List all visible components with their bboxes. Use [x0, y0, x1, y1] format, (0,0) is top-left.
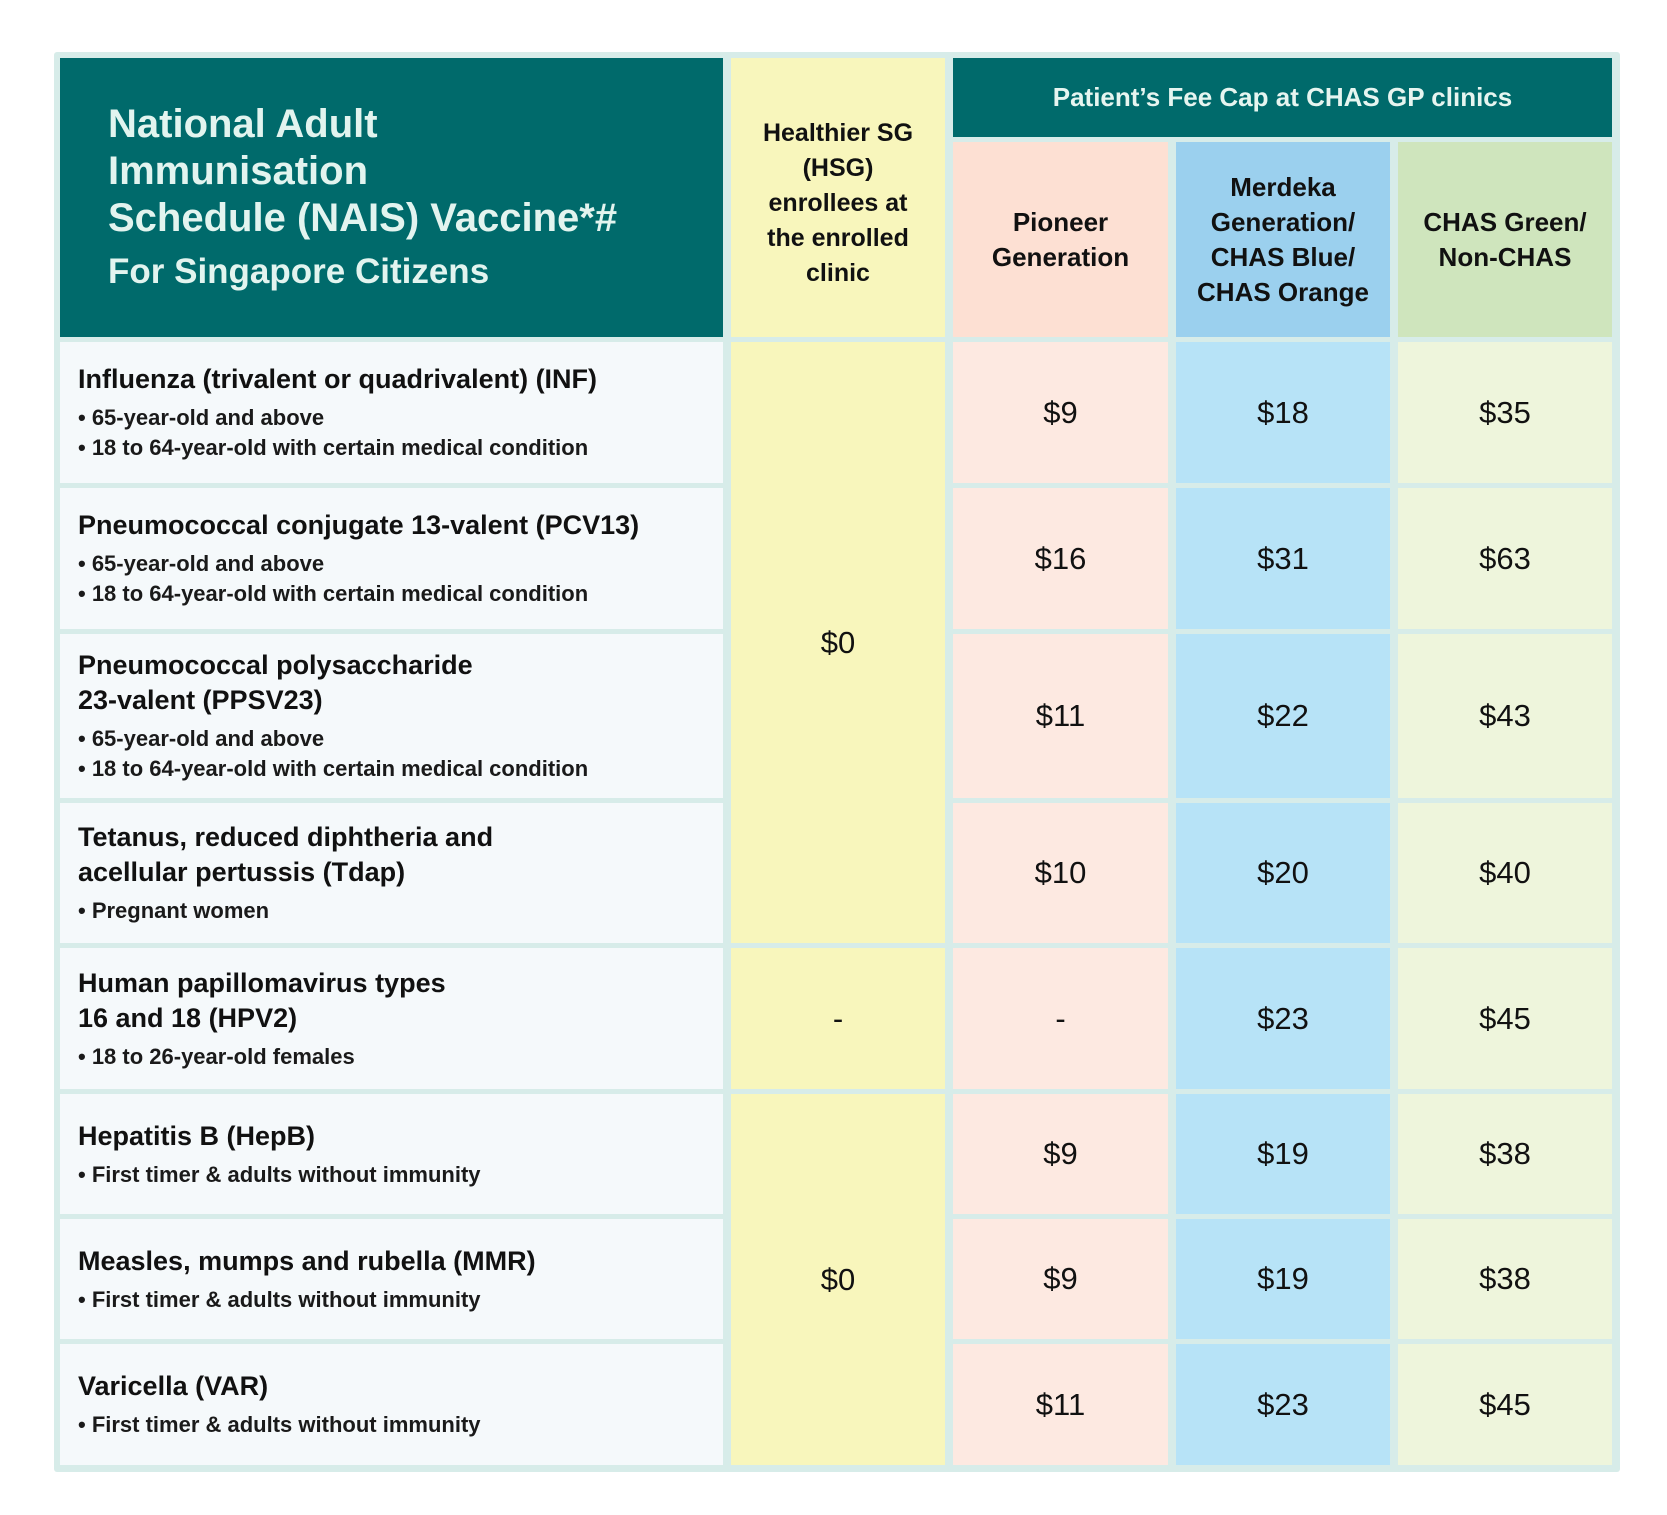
pioneer-fee-cell: - [953, 948, 1168, 1089]
eligibility-item: • First timer & adults without immunity [78, 1161, 481, 1187]
eligibility-item: • First timer & adults without immunity [78, 1286, 481, 1312]
hsg-value-cell: $0 [731, 1094, 945, 1465]
pioneer-fee-cell: $11 [953, 1344, 1168, 1465]
eligibility-list: • First timer & adults without immunity [78, 1160, 717, 1190]
table-title-cell: National Adult Immunisation Schedule (NA… [60, 58, 723, 337]
nais-fee-table: National Adult Immunisation Schedule (NA… [54, 52, 1620, 1472]
pioneer-fee-cell: $16 [953, 488, 1168, 629]
merdeka-fee-cell: $18 [1176, 342, 1390, 483]
eligibility-item: • 18 to 64-year-old with certain medical… [78, 756, 589, 781]
hsg-column-header: Healthier SG (HSG) enrollees at the enro… [731, 58, 945, 337]
chas-green-fee-cell: $35 [1398, 342, 1612, 483]
pioneer-fee-cell: $9 [953, 1219, 1168, 1339]
chas-green-fee-cell: $43 [1398, 634, 1612, 798]
merdeka-generation-header: Merdeka Generation/ CHAS Blue/ CHAS Oran… [1176, 142, 1390, 337]
vaccine-cell: Hepatitis B (HepB) • First timer & adults… [60, 1094, 723, 1214]
vaccine-name: Influenza (trivalent or quadrivalent) (I… [78, 364, 598, 394]
vaccine-cell: Tetanus, reduced diphtheria and acellula… [60, 803, 723, 943]
merdeka-fee-cell: $23 [1176, 948, 1390, 1089]
merdeka-fee-cell: $19 [1176, 1094, 1390, 1214]
merdeka-fee-cell: $20 [1176, 803, 1390, 943]
pioneer-fee-cell: $9 [953, 342, 1168, 483]
merdeka-fee-cell: $23 [1176, 1344, 1390, 1465]
eligibility-item: • Pregnant women [78, 898, 270, 923]
hsg-value-cell: - [731, 948, 945, 1089]
pioneer-fee-cell: $10 [953, 803, 1168, 943]
fee-cap-header: Patient’s Fee Cap at CHAS GP clinics [953, 58, 1612, 137]
pioneer-fee-cell: $9 [953, 1094, 1168, 1214]
chas-green-fee-cell: $45 [1398, 948, 1612, 1089]
eligibility-item: • 65-year-old and above [78, 405, 325, 430]
vaccine-cell: Pneumococcal conjugate 13-valent (PCV13)… [60, 488, 723, 629]
eligibility-item: • 18 to 64-year-old with certain medical… [78, 435, 589, 460]
eligibility-list: • Pregnant women [78, 896, 717, 926]
vaccine-name: Varicella (VAR) [78, 1371, 269, 1401]
merdeka-fee-cell: $31 [1176, 488, 1390, 629]
vaccine-cell: Influenza (trivalent or quadrivalent) (I… [60, 342, 723, 483]
eligibility-list: • First timer & adults without immunity [78, 1410, 717, 1440]
chas-green-fee-cell: $63 [1398, 488, 1612, 629]
pioneer-fee-cell: $11 [953, 634, 1168, 798]
eligibility-list: • 18 to 26-year-old females [78, 1042, 717, 1072]
vaccine-name: Pneumococcal conjugate 13-valent (PCV13) [78, 510, 640, 540]
chas-green-fee-cell: $38 [1398, 1219, 1612, 1339]
eligibility-list: • First timer & adults without immunity [78, 1285, 717, 1315]
vaccine-name: Hepatitis B (HepB) [78, 1120, 316, 1151]
table-title: National Adult Immunisation Schedule (NA… [108, 102, 618, 240]
vaccine-cell: Varicella (VAR) • First timer & adults wi… [60, 1344, 723, 1465]
vaccine-cell: Human papillomavirus types 16 and 18 (HP… [60, 948, 723, 1089]
hsg-value-cell: $0 [731, 342, 945, 943]
eligibility-item: • First timer & adults without immunity [78, 1412, 481, 1437]
vaccine-name: Pneumococcal polysaccharide 23-valent (P… [78, 650, 473, 715]
eligibility-item: • 65-year-old and above [78, 726, 325, 751]
eligibility-list: • 65-year-old and above • 18 to 64-year-o… [78, 403, 717, 463]
chas-green-fee-cell: $45 [1398, 1344, 1612, 1465]
eligibility-list: • 65-year-old and above • 18 to 64-year-o… [78, 549, 717, 609]
vaccine-name: Measles, mumps and rubella (MMR) [78, 1245, 536, 1276]
merdeka-fee-cell: $22 [1176, 634, 1390, 798]
vaccine-cell: Measles, mumps and rubella (MMR) • First … [60, 1219, 723, 1339]
vaccine-cell: Pneumococcal polysaccharide 23-valent (P… [60, 634, 723, 798]
eligibility-item: • 65-year-old and above [78, 551, 325, 576]
chas-green-fee-cell: $38 [1398, 1094, 1612, 1214]
eligibility-item: • 18 to 64-year-old with certain medical… [78, 581, 589, 606]
chas-green-header: CHAS Green/ Non-CHAS [1398, 142, 1612, 337]
vaccine-name: Tetanus, reduced diphtheria and acellula… [78, 822, 494, 887]
pioneer-generation-header: Pioneer Generation [953, 142, 1168, 337]
eligibility-item: • 18 to 26-year-old females [78, 1043, 355, 1069]
chas-green-fee-cell: $40 [1398, 803, 1612, 943]
eligibility-list: • 65-year-old and above • 18 to 64-year-o… [78, 724, 717, 784]
merdeka-fee-cell: $19 [1176, 1219, 1390, 1339]
table-subtitle: For Singapore Citizens [108, 252, 490, 291]
table-grid: National Adult Immunisation Schedule (NA… [60, 58, 1614, 1466]
vaccine-name: Human papillomavirus types 16 and 18 (HP… [78, 967, 446, 1033]
